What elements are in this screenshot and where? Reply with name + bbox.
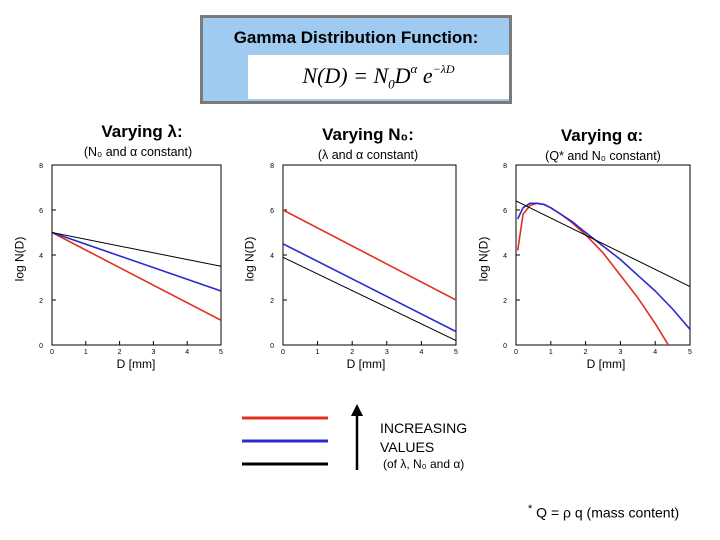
panel-3-xlabel: D [mm] [586, 357, 626, 371]
y-tick-label: 0 [270, 343, 274, 350]
series-line-red [52, 231, 221, 322]
panel-1-xlabel: D [mm] [116, 357, 156, 371]
x-tick-label: 4 [185, 349, 189, 356]
panel-1-title: Varying λ: [101, 122, 183, 141]
legend-increasing: INCREASING [380, 420, 468, 436]
x-tick-label: 4 [419, 349, 423, 356]
formula-exponent: −λD [432, 62, 455, 76]
panel-2-xlabel: D [mm] [346, 357, 386, 371]
chart-3-frame [515, 164, 691, 346]
formula-lhs: N(D) = N [302, 63, 389, 88]
x-tick-label: 0 [50, 349, 54, 356]
y-tick-label: 6 [503, 208, 507, 215]
y-tick-label: 8 [270, 163, 274, 170]
formula-alpha: α [410, 61, 418, 76]
chart-3: 0 2 4 6 8 0 1 2 3 4 5 [503, 163, 692, 356]
y-tick-label: 6 [270, 208, 274, 215]
panel-1-subtitle: (N₀ and α constant) [83, 145, 193, 159]
y-tick-label: 2 [39, 298, 43, 305]
formula-n0-sub: 0 [388, 76, 395, 92]
x-tick-label: 3 [385, 349, 389, 356]
x-tick-label: 2 [350, 349, 354, 356]
y-tick-label: 4 [270, 253, 274, 260]
formula-e: e [422, 63, 433, 88]
x-tick-label: 5 [219, 349, 223, 356]
y-tick-label: 2 [503, 298, 507, 305]
legend-values: VALUES [380, 439, 435, 455]
series-line-black [516, 200, 690, 287]
series-line-black [283, 256, 456, 341]
x-tick-label: 1 [84, 349, 88, 356]
y-tick-label: 6 [39, 208, 43, 215]
series-line-red [283, 209, 456, 301]
footnote-star: * [528, 503, 533, 515]
footnote: * Q = ρ q (mass content) [528, 503, 679, 521]
series-line-black [52, 232, 221, 267]
x-tick-label: 5 [454, 349, 458, 356]
formula-box: N(D) = N0Dα e−λD [248, 55, 509, 99]
y-tick-label: 2 [270, 298, 274, 305]
chart-3-series-group [516, 200, 690, 345]
y-tick-label: 0 [39, 343, 43, 350]
legend [242, 404, 363, 470]
chart-1-frame [51, 164, 222, 346]
panel-2-title: Varying N₀: [322, 125, 414, 144]
series-line-blue [516, 202, 690, 330]
series-line-blue [52, 231, 221, 292]
y-tick-label: 0 [503, 343, 507, 350]
panel-2-subtitle: (λ and α constant) [317, 148, 419, 162]
x-tick-label: 2 [584, 349, 588, 356]
x-tick-label: 3 [618, 349, 622, 356]
series-line-red [516, 202, 670, 345]
x-tick-label: 1 [316, 349, 320, 356]
panel-3-subtitle: (Q* and N₀ constant) [545, 149, 661, 163]
legend-of-text: (of λ, N₀ and α) [383, 457, 465, 471]
chart-1: 0 2 4 6 8 0 1 2 3 4 5 [39, 163, 223, 356]
y-tick-label: 4 [503, 253, 507, 260]
x-tick-label: 4 [653, 349, 657, 356]
page-title: Gamma Distribution Function: [233, 28, 479, 47]
series-line-blue [283, 243, 456, 333]
x-tick-label: 0 [514, 349, 518, 356]
chart-2: 0 2 4 6 8 0 1 2 3 4 5 [270, 163, 458, 356]
y-tick-label: 4 [39, 253, 43, 260]
panel-3-title: Varying α: [560, 126, 644, 145]
x-tick-label: 5 [688, 349, 692, 356]
gamma-formula: N(D) = N0Dα e−λD [248, 61, 509, 92]
x-tick-label: 2 [118, 349, 122, 356]
y-tick-label: 8 [503, 163, 507, 170]
legend-arrow-head [351, 404, 363, 416]
chart-2-series-group [283, 209, 456, 341]
x-tick-label: 1 [549, 349, 553, 356]
footnote-text: Q = ρ q (mass content) [536, 504, 680, 521]
y-tick-label: 8 [39, 163, 43, 170]
title-box: Gamma Distribution Function: N(D) = N0Dα… [200, 15, 512, 104]
formula-d: D [394, 63, 411, 88]
chart-1-series-group [52, 231, 221, 322]
x-tick-label: 0 [281, 349, 285, 356]
x-tick-label: 3 [151, 349, 155, 356]
